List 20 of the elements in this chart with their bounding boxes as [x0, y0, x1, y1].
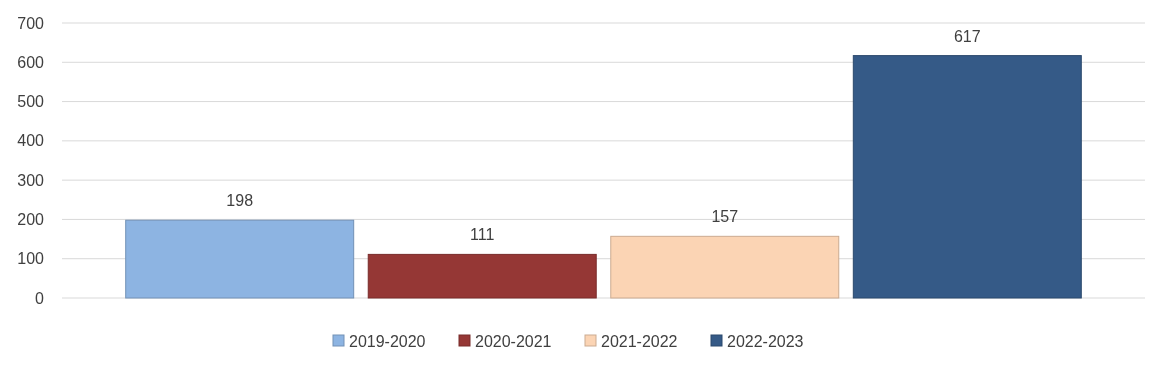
bar — [125, 219, 355, 299]
data-label: 111 — [470, 226, 495, 244]
y-tick-label: 600 — [17, 53, 45, 71]
y-tick-label: 700 — [17, 14, 45, 32]
y-tick-label: 500 — [17, 93, 45, 111]
bar — [610, 235, 840, 299]
y-tick-label: 200 — [17, 211, 45, 229]
y-tick-label: 0 — [35, 289, 45, 307]
bar — [852, 55, 1082, 299]
legend-label: 2019-2020 — [349, 332, 426, 350]
data-label: 157 — [711, 208, 739, 226]
bar — [367, 253, 597, 299]
y-tick-label: 400 — [17, 132, 45, 150]
data-label: 617 — [953, 27, 981, 45]
legend-label: 2021-2022 — [601, 332, 678, 350]
data-label: 198 — [226, 192, 254, 210]
y-tick-label: 300 — [17, 171, 45, 189]
legend-label: 2022-2023 — [727, 332, 804, 350]
y-tick-label: 100 — [17, 250, 45, 268]
legend-label: 2020-2021 — [475, 332, 552, 350]
